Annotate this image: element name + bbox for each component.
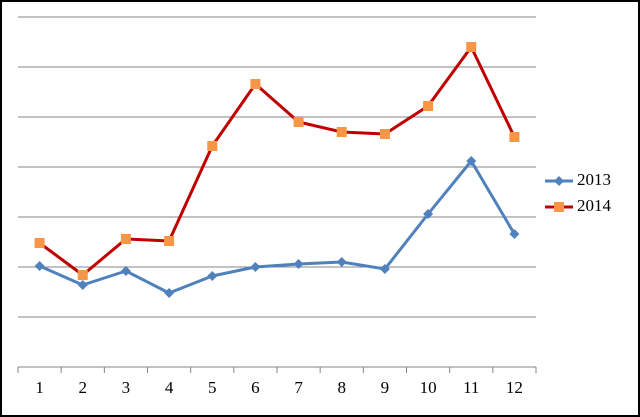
x-tick-label: 9 (381, 378, 390, 397)
point (423, 101, 434, 111)
x-tick-label: 5 (208, 378, 217, 397)
point (164, 288, 175, 298)
point (293, 117, 304, 127)
point (34, 261, 45, 271)
x-tick-label: 4 (165, 378, 174, 397)
point (466, 156, 477, 166)
point (293, 259, 304, 269)
point (423, 209, 434, 219)
legend-label: 2014 (577, 196, 612, 215)
point (250, 262, 261, 272)
point (379, 129, 390, 139)
series-line (38, 45, 516, 277)
series-line (38, 159, 516, 295)
x-tick-label: 1 (35, 378, 44, 397)
x-tick-label: 11 (463, 378, 479, 397)
legend-marker (554, 202, 564, 212)
point (336, 257, 347, 267)
x-tick-label: 2 (79, 378, 88, 397)
point (34, 238, 45, 248)
x-tick-label: 3 (122, 378, 131, 397)
x-tick-label: 8 (338, 378, 347, 397)
legend-label: 2013 (577, 170, 611, 189)
point (120, 234, 131, 244)
point (207, 271, 218, 281)
point (336, 127, 347, 137)
point (120, 266, 131, 276)
point (164, 236, 175, 246)
legend-marker (554, 176, 564, 186)
point (509, 229, 520, 239)
point (509, 132, 520, 142)
point (466, 42, 477, 52)
point (379, 264, 390, 274)
x-tick-label: 12 (506, 378, 523, 397)
point (250, 79, 261, 89)
x-tick-label: 7 (294, 378, 303, 397)
point (77, 270, 88, 280)
x-tick-label: 6 (251, 378, 260, 397)
x-tick-label: 10 (420, 378, 437, 397)
point (77, 280, 88, 290)
point (207, 141, 218, 151)
